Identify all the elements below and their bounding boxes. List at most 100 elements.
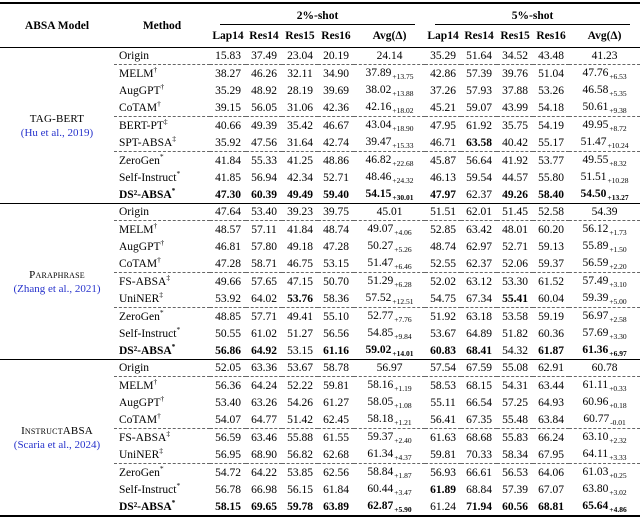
score-cell: 46.71	[425, 134, 462, 152]
score-value: 56.56	[323, 327, 349, 340]
method-cell: MELM†	[114, 221, 210, 239]
score-cell: 63.46	[246, 429, 282, 447]
score-value: 62.87	[367, 500, 394, 512]
score-value: 60.39	[251, 188, 277, 201]
score-value: 51.29	[367, 275, 394, 287]
score-cell: 58.40	[533, 186, 569, 204]
score-delta: +1.73	[609, 228, 627, 237]
row-zerogen: ZeroGen* 41.84 55.33 41.25 48.86 46.82+22.68 4…	[0, 152, 640, 170]
score-value: 49.39	[251, 119, 277, 132]
score-value: 48.57	[215, 223, 241, 236]
score-cell: 64.06	[533, 464, 569, 482]
score-cell: 47.28	[210, 255, 246, 273]
score-cell: 31.64	[282, 134, 318, 152]
method-marker: †	[153, 220, 158, 230]
score-value: 59.54	[466, 171, 492, 184]
score-value: 41.23	[591, 50, 618, 62]
score-cell: 51.47+6.46	[354, 255, 426, 273]
score-cell: 49.55+8.32	[569, 152, 640, 170]
score-value: 60.77	[583, 413, 610, 425]
score-cell: 52.71	[318, 169, 354, 186]
score-value: 68.15	[466, 379, 492, 392]
score-value: 59.78	[287, 500, 313, 513]
row-spt-absa: SPT-ABSA‡ 35.92 47.56 31.64 42.74 39.47+15.33…	[0, 134, 640, 152]
score-cell: 41.84	[282, 221, 318, 239]
score-value: 41.85	[215, 171, 241, 184]
score-value: 41.84	[215, 154, 241, 167]
score-value: 60.83	[430, 344, 456, 357]
score-value: 63.46	[251, 431, 277, 444]
score-cell: 56.78	[210, 481, 246, 498]
score-cell: 48.01	[497, 221, 533, 239]
score-cell: 58.16+1.19	[354, 377, 425, 395]
score-delta: +2.40	[394, 436, 412, 445]
method-cell: BERT-PT‡	[114, 117, 210, 135]
score-value: 56.53	[502, 466, 528, 479]
score-cell: 51.45	[497, 203, 534, 221]
score-value: 64.93	[538, 396, 564, 409]
method-label: MELM	[119, 223, 154, 236]
score-value: 39.15	[215, 101, 241, 114]
score-cell: 39.75	[318, 203, 354, 221]
method-label: ZeroGen	[119, 154, 160, 167]
score-value: 54.26	[287, 396, 313, 409]
score-value: 57.54	[430, 362, 456, 374]
score-value: 66.54	[466, 396, 492, 409]
score-value: 44.57	[502, 171, 528, 184]
score-value: 46.71	[430, 136, 456, 149]
score-delta: +6.28	[394, 280, 412, 289]
score-cell: 66.24	[533, 429, 569, 447]
method-label: BERT-PT	[119, 119, 164, 132]
score-cell: 58.18+1.21	[354, 411, 426, 429]
score-value: 61.92	[466, 119, 492, 132]
score-value: 53.15	[287, 344, 313, 357]
score-value: 54.15	[365, 188, 392, 200]
score-cell: 54.72	[210, 464, 246, 482]
score-cell: 52.58	[533, 203, 570, 221]
score-delta: +5.00	[609, 297, 627, 306]
score-value: 51.82	[502, 327, 528, 340]
score-cell: 53.40	[210, 394, 246, 411]
score-cell: 63.18	[461, 308, 497, 326]
method-label: Self-Instruct	[119, 171, 177, 184]
score-cell: 49.07+4.06	[354, 221, 425, 239]
score-value: 55.41	[502, 292, 528, 305]
score-value: 60.20	[538, 223, 564, 236]
score-cell: 35.29	[210, 82, 246, 99]
score-delta: +3.02	[609, 488, 627, 497]
score-delta: +7.76	[394, 315, 412, 324]
score-value: 61.84	[323, 483, 349, 496]
score-value: 56.86	[215, 344, 241, 357]
score-value: 53.77	[538, 154, 564, 167]
row-fs-absa: FS-ABSA‡ 49.66 57.65 47.15 50.70 51.29+6.28 52…	[0, 273, 640, 291]
score-value: 62.37	[466, 188, 492, 201]
score-value: 35.29	[430, 50, 456, 62]
score-cell: 61.11+0.33	[569, 377, 640, 395]
score-value: 52.71	[323, 171, 349, 184]
score-value: 64.02	[251, 292, 277, 305]
score-value: 51.42	[287, 413, 313, 426]
method-marker: ‡	[159, 289, 163, 299]
method-label: FS-ABSA	[119, 275, 167, 288]
row-cotam: CoTAM† 39.15 56.05 31.06 42.36 42.16+18.02 45.…	[0, 99, 640, 117]
method-marker: *	[159, 151, 164, 161]
citation-link[interactable]: (Zhang et al., 2021)	[13, 282, 101, 295]
score-cell: 66.54	[461, 394, 497, 411]
citation-link[interactable]: (Hu et al., 2019)	[20, 126, 94, 139]
score-cell: 45.87	[425, 152, 461, 170]
score-delta: +6.46	[394, 262, 412, 271]
score-cell: 66.61	[461, 464, 497, 482]
score-cell: 70.33	[461, 446, 498, 464]
score-cell: 68.81	[533, 498, 569, 516]
score-cell: 60.78	[569, 359, 640, 377]
citation-link[interactable]: (Scaria et al., 2024)	[13, 438, 101, 451]
model-cell: InstructABSA (Scaria et al., 2024)	[0, 359, 114, 516]
score-value: 34.90	[323, 67, 349, 80]
score-value: 39.76	[502, 67, 528, 80]
score-value: 50.61	[582, 101, 609, 113]
score-cell: 43.48	[533, 47, 570, 65]
score-value: 43.99	[502, 101, 528, 114]
score-cell: 53.40	[246, 203, 282, 221]
method-marker: *	[176, 480, 181, 490]
score-cell: 69.65	[246, 498, 282, 516]
